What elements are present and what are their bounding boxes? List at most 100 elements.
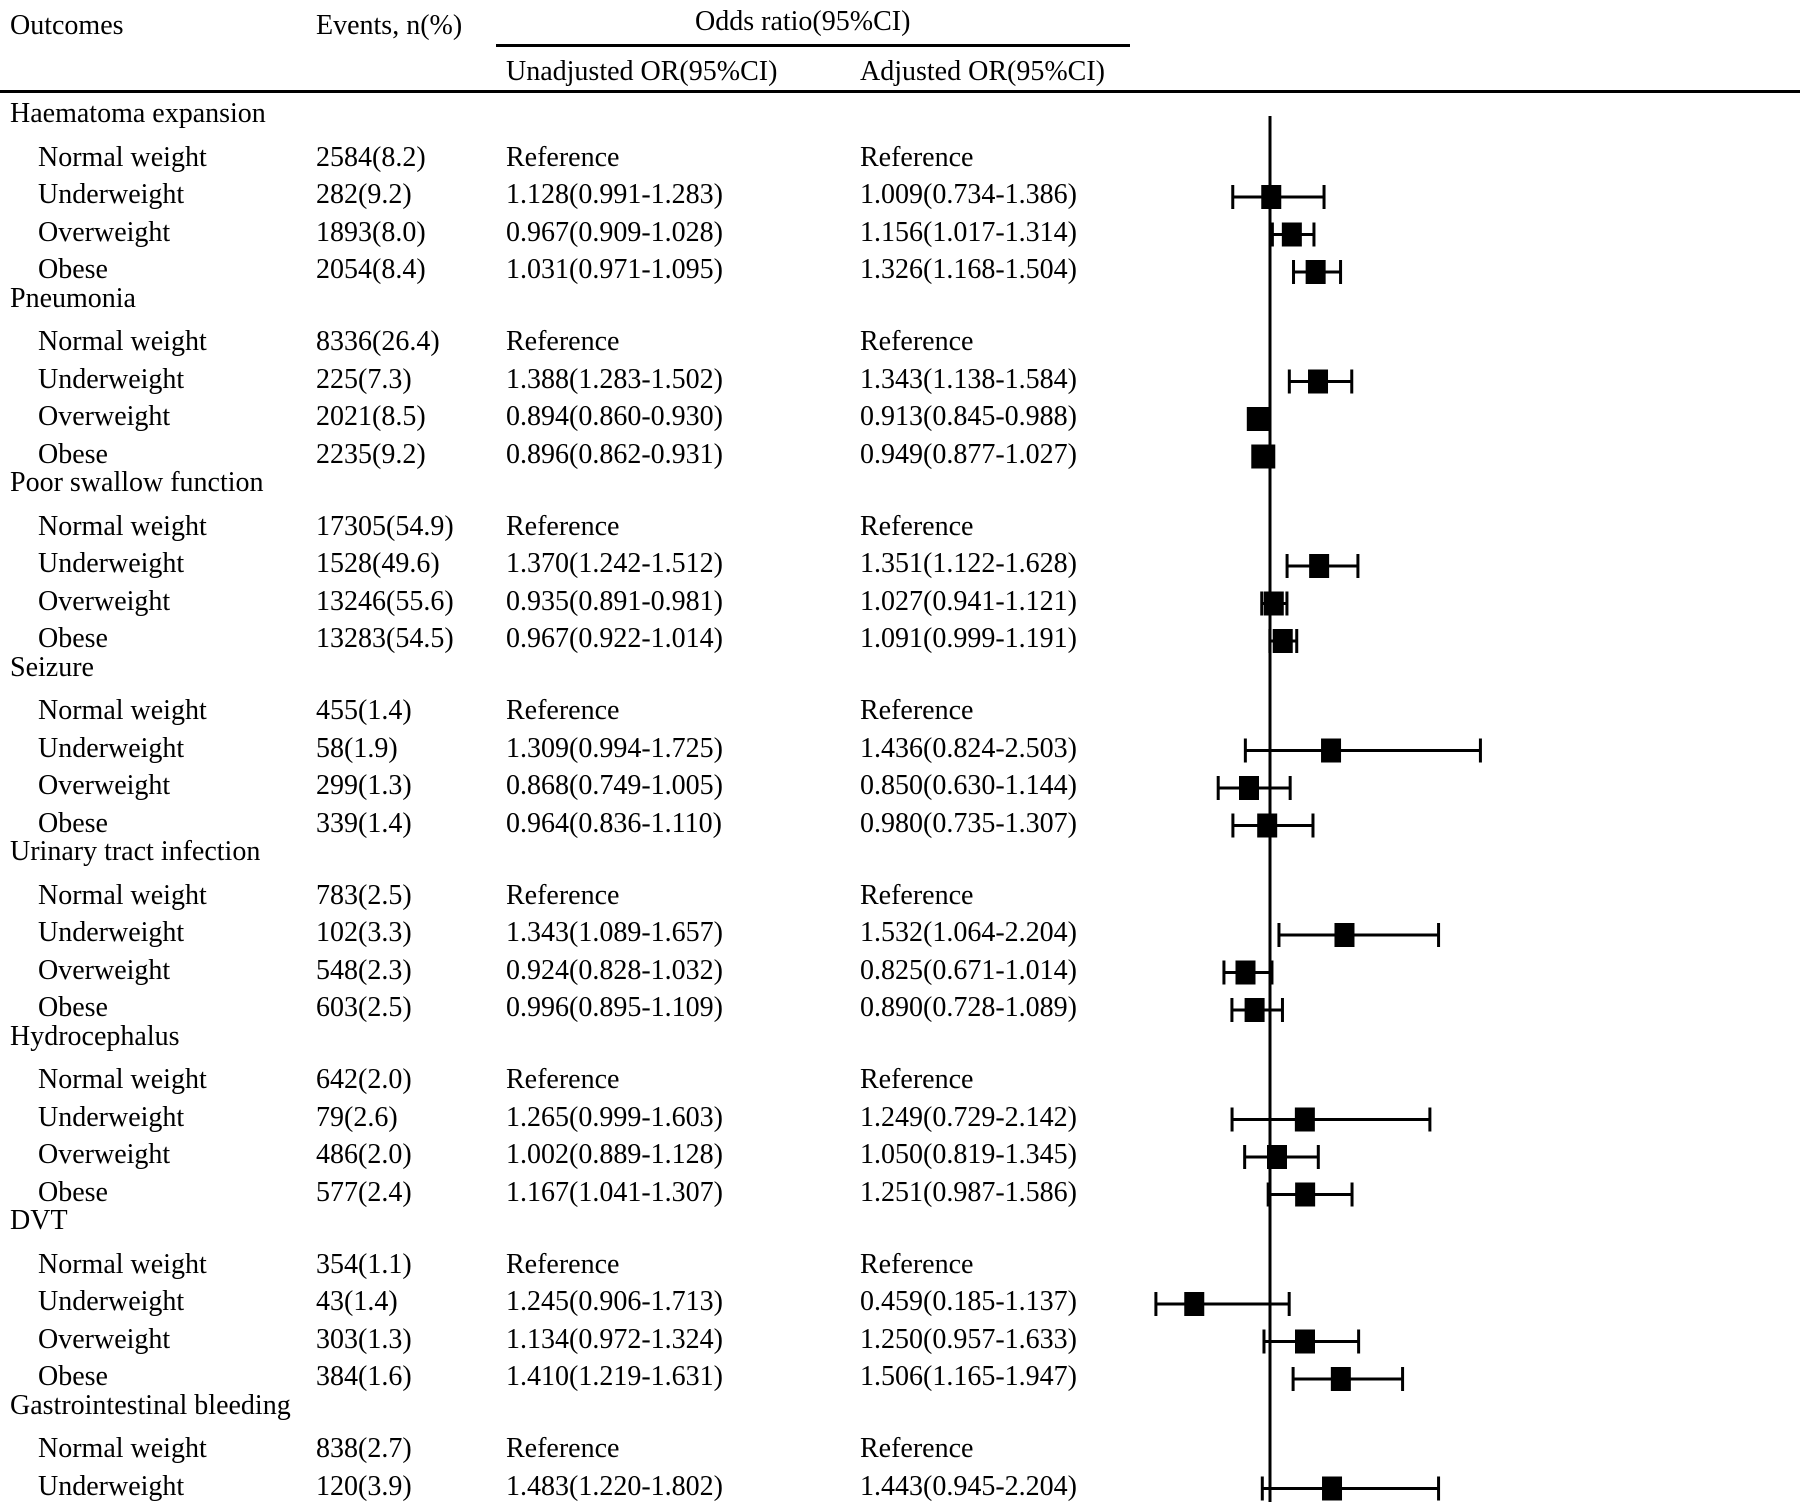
forest-point xyxy=(1285,554,1360,578)
unadjusted-or: Reference xyxy=(506,141,620,173)
category-label: Underweight xyxy=(38,548,185,579)
forest-point xyxy=(1287,369,1354,394)
unadjusted-or: Reference xyxy=(506,1064,620,1095)
forest-point xyxy=(1154,1292,1291,1316)
table-row: Normal weight 783(2.5) Reference Reference xyxy=(0,878,1120,914)
events-value: 43(1.4) xyxy=(316,1286,398,1317)
forest-point xyxy=(1222,960,1274,985)
adjusted-or: 1.343(1.138-1.584) xyxy=(860,363,1077,395)
or-point-marker xyxy=(1184,1292,1205,1316)
unadjusted-or: 1.343(1.089-1.657) xyxy=(506,917,723,948)
adjusted-or: Reference xyxy=(860,326,974,357)
adjusted-or: 0.459(0.185-1.137) xyxy=(860,1286,1077,1317)
table-row: Underweight 102(3.3) 1.343(1.089-1.657) 1.5… xyxy=(0,915,1120,951)
outcome-group-label: Pneumonia xyxy=(0,281,1120,317)
table-row: Overweight 299(1.3) 0.868(0.749-1.005) 0.85… xyxy=(0,768,1120,804)
outcome-group-label: Urinary tract infection xyxy=(0,834,1120,870)
table-row: Normal weight 8336(26.4) Reference Referenc… xyxy=(0,324,1120,360)
table-row: Normal weight 642(2.0) Reference Reference xyxy=(0,1062,1120,1098)
unadjusted-or: Reference xyxy=(506,1433,620,1464)
table-row: Underweight 282(9.2) 1.128(0.991-1.283) 1.0… xyxy=(0,177,1120,213)
or-point-marker xyxy=(1261,185,1282,209)
events-value: 120(3.9) xyxy=(316,1470,412,1502)
adjusted-or: Reference xyxy=(860,1248,974,1280)
table-row: Underweight 1528(49.6) 1.370(1.242-1.512) 1… xyxy=(0,546,1120,582)
unadjusted-or: 1.410(1.219-1.631) xyxy=(506,1361,723,1392)
unadjusted-or: Reference xyxy=(506,510,620,542)
adjusted-or: 0.913(0.845-0.988) xyxy=(860,401,1077,432)
unadjusted-or: 1.245(0.906-1.713) xyxy=(506,1286,723,1317)
events-value: 455(1.4) xyxy=(316,695,412,726)
category-label: Normal weight xyxy=(38,326,207,357)
unadjusted-or: 0.935(0.891-0.981) xyxy=(506,585,723,617)
events-value: 299(1.3) xyxy=(316,770,412,801)
outcome-name: Haematoma expansion xyxy=(10,98,266,129)
outcome-name: DVT xyxy=(10,1205,68,1236)
unadjusted-or: Reference xyxy=(506,326,620,357)
category-label: Underweight xyxy=(38,363,185,395)
table-row: Overweight 486(2.0) 1.002(0.889-1.128) 1.05… xyxy=(0,1137,1120,1173)
unadjusted-or: 0.967(0.922-1.014) xyxy=(506,623,723,654)
unadjusted-or: 0.868(0.749-1.005) xyxy=(506,770,723,801)
events-value: 2235(9.2) xyxy=(316,438,426,470)
forest-point xyxy=(1216,776,1292,800)
forest-point xyxy=(1230,998,1284,1022)
outcome-group-label: Haematoma expansion xyxy=(0,96,1120,132)
unadjusted-or: 1.002(0.889-1.128) xyxy=(506,1139,723,1170)
outcome-group-label: Gastrointestinal bleeding xyxy=(0,1388,1120,1424)
table-row: Overweight 13246(55.6) 0.935(0.891-0.981) 1… xyxy=(0,584,1120,620)
adjusted-or: 1.027(0.941-1.121) xyxy=(860,585,1077,617)
category-label: Normal weight xyxy=(38,879,207,911)
category-label: Underweight xyxy=(38,1101,185,1133)
events-value: 225(7.3) xyxy=(316,363,412,395)
events-value: 282(9.2) xyxy=(316,179,412,210)
or-point-marker xyxy=(1244,998,1265,1022)
or-point-marker xyxy=(1239,776,1259,800)
category-label: Underweight xyxy=(38,917,185,948)
category-label: Obese xyxy=(38,1361,108,1392)
adjusted-or: 1.250(0.957-1.633) xyxy=(860,1323,1077,1355)
outcome-name: Hydrocephalus xyxy=(10,1020,180,1052)
adjusted-or: 1.009(0.734-1.386) xyxy=(860,179,1077,210)
adjusted-or: 0.949(0.877-1.027) xyxy=(860,438,1077,470)
table-row: Obese 13283(54.5) 0.967(0.922-1.014) 1.091(… xyxy=(0,621,1120,657)
outcome-name: Poor swallow function xyxy=(10,467,264,498)
forest-point xyxy=(1262,1329,1361,1354)
forest-point xyxy=(1260,1476,1441,1501)
events-value: 303(1.3) xyxy=(316,1323,412,1355)
table-row: Overweight 303(1.3) 1.134(0.972-1.324) 1.25… xyxy=(0,1322,1120,1358)
events-value: 339(1.4) xyxy=(316,807,412,839)
forest-plot xyxy=(1154,116,1482,1502)
category-label: Underweight xyxy=(38,179,185,210)
table-row: Underweight 225(7.3) 1.388(1.283-1.502) 1.3… xyxy=(0,362,1120,398)
header-rule xyxy=(0,90,1800,93)
or-point-marker xyxy=(1257,813,1278,838)
adjusted-or: 0.980(0.735-1.307) xyxy=(860,807,1077,839)
or-point-marker xyxy=(1272,629,1293,653)
forest-point xyxy=(1268,629,1299,653)
adjusted-or: 1.050(0.819-1.345) xyxy=(860,1139,1077,1170)
or-point-marker xyxy=(1267,1145,1287,1169)
events-value: 79(2.6) xyxy=(316,1101,398,1133)
unadjusted-or: 1.031(0.971-1.095) xyxy=(506,254,723,285)
or-point-marker xyxy=(1294,1107,1315,1132)
events-value: 642(2.0) xyxy=(316,1064,412,1095)
or-point-marker xyxy=(1295,1329,1315,1354)
outcome-group-label: Poor swallow function xyxy=(0,465,1120,501)
table-row: Underweight 43(1.4) 1.245(0.906-1.713) 0.45… xyxy=(0,1284,1120,1320)
or-point-marker xyxy=(1252,444,1273,469)
category-label: Overweight xyxy=(38,216,171,248)
events-value: 17305(54.9) xyxy=(316,510,454,542)
unadjusted-or: 1.167(1.041-1.307) xyxy=(506,1176,723,1208)
category-label: Obese xyxy=(38,807,108,839)
events-value: 2584(8.2) xyxy=(316,141,426,173)
adjusted-or: 1.436(0.824-2.503) xyxy=(860,732,1077,764)
outcome-group-label: DVT xyxy=(0,1203,1120,1239)
adjusted-or: Reference xyxy=(860,141,974,173)
or-point-marker xyxy=(1281,222,1302,247)
events-value: 548(2.3) xyxy=(316,954,412,986)
or-point-marker xyxy=(1330,1367,1351,1391)
category-label: Obese xyxy=(38,1176,108,1208)
adjusted-or: Reference xyxy=(860,1064,974,1095)
events-value: 58(1.9) xyxy=(316,732,398,764)
